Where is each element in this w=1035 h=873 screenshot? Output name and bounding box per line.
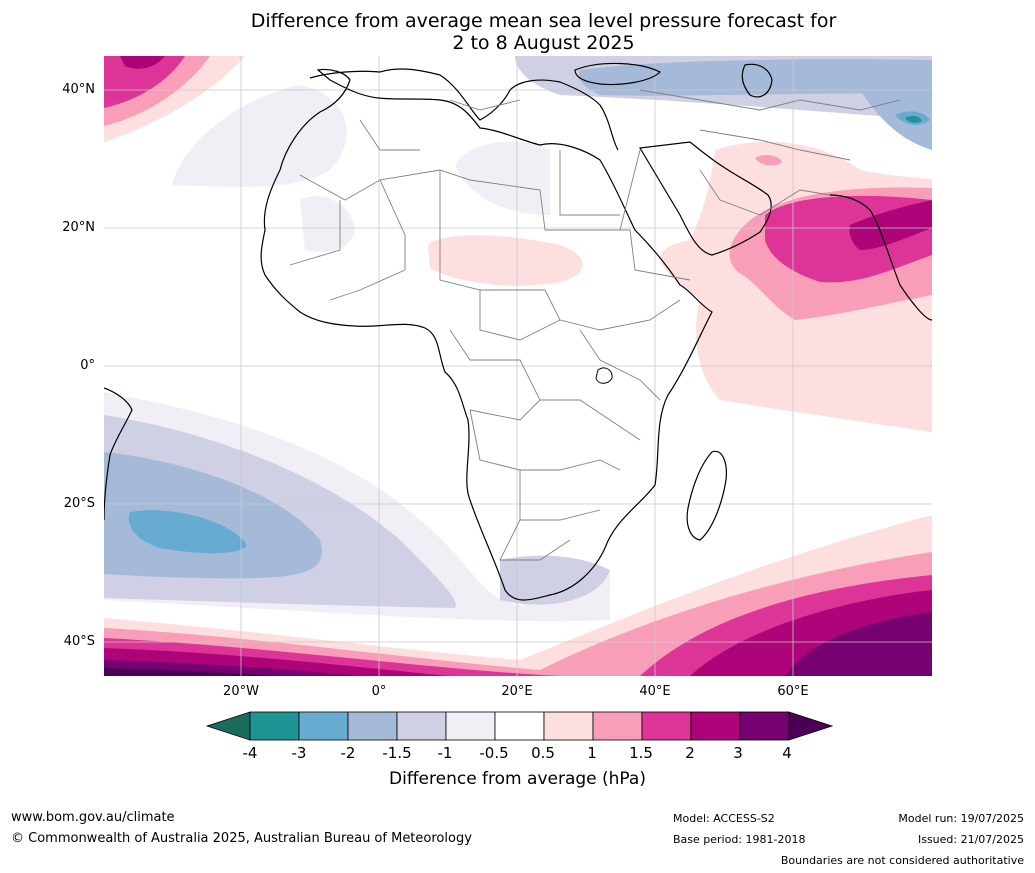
- colorbar-tick: -0.5: [479, 744, 509, 762]
- anomaly-sahel-pos: [428, 235, 583, 286]
- map-plot-area: [104, 56, 932, 676]
- anomaly-southafrica-neg0.5: [500, 555, 610, 605]
- lake-victoria: [595, 367, 613, 384]
- colorbar-tick: -1.5: [382, 744, 412, 762]
- colorbar-extend-high: [788, 711, 834, 741]
- colorbar-tick: 2: [685, 744, 695, 762]
- arabia-coastline: [639, 141, 772, 256]
- anomaly-west-sahara-neg: [300, 196, 355, 252]
- map-title: Difference from average mean sea level p…: [0, 10, 1035, 54]
- south-america-coastline: [104, 387, 133, 521]
- anomaly-central-asia-neg3: [905, 115, 922, 123]
- lat-label-20s: 20°S: [63, 496, 95, 511]
- colorbar-tick: 1.5: [629, 744, 653, 762]
- lat-label-0: 0°: [80, 358, 95, 373]
- footer-model-run: Model run: 19/07/2025: [898, 812, 1024, 825]
- colorbar-segment: [494, 711, 545, 741]
- anomaly-band-south-2: [104, 590, 932, 676]
- black-sea-coastline: [574, 62, 662, 86]
- lon-label-60e: 60°E: [777, 684, 809, 699]
- anomaly-sahara-neg: [172, 85, 347, 187]
- gridlines: [104, 56, 932, 676]
- colorbar-segment: [739, 711, 790, 741]
- anomaly-band-south-3: [104, 612, 932, 676]
- lon-label-20e: 20°E: [501, 684, 533, 699]
- footer-issued: Issued: 21/07/2025: [917, 833, 1024, 846]
- colorbar-segment: [298, 711, 349, 741]
- colorbar-tick: -1: [437, 744, 453, 762]
- lon-label-20w: 20°W: [223, 684, 259, 699]
- coastlines: [104, 62, 932, 601]
- lon-label-40e: 40°E: [639, 684, 671, 699]
- anomaly-central-asia-neg: [860, 85, 932, 150]
- lat-label-20n: 20°N: [62, 220, 95, 235]
- anomaly-libya-neg: [455, 141, 550, 215]
- caspian-coastline: [741, 63, 773, 98]
- colorbar-tick: 0.5: [531, 744, 555, 762]
- india-coastline: [829, 194, 932, 321]
- footer-model: Model: ACCESS-S2: [673, 812, 775, 825]
- lat-label-40n: 40°N: [62, 82, 95, 97]
- anomaly-band-south-4: [104, 668, 280, 676]
- colorbar-tick: 3: [733, 744, 743, 762]
- lat-label-40s: 40°S: [63, 634, 95, 649]
- colorbar-title: Difference from average (hPa): [389, 769, 646, 789]
- anomaly-north-atlantic-pos1.5: [104, 56, 185, 108]
- colorbar-segment: [249, 711, 300, 741]
- colorbar-segment: [347, 711, 398, 741]
- footer-website: www.bom.gov.au/climate: [11, 810, 175, 825]
- footer-copyright: © Commonwealth of Australia 2025, Austra…: [11, 831, 472, 846]
- anomaly-north-atlantic-pos2: [120, 56, 165, 69]
- lon-label-0: 0°: [371, 684, 387, 699]
- madagascar-coastline: [686, 450, 727, 541]
- europe-coastline: [309, 68, 619, 151]
- colorbar-segment: [690, 711, 741, 741]
- footer-disclaimer: Boundaries are not considered authoritat…: [780, 854, 1024, 867]
- footer-base-period: Base period: 1981-2018: [673, 833, 806, 846]
- colorbar-tick: -2: [340, 744, 356, 762]
- anomaly-south-atlantic-neg2: [128, 510, 247, 554]
- anomaly-mediterranean-neg1.5: [578, 59, 932, 96]
- colorbar-extend-low: [205, 711, 251, 741]
- anomaly-arabia-pos1: [755, 155, 782, 166]
- colorbar-tick: -3: [291, 744, 307, 762]
- colorbar-tick: -4: [242, 744, 258, 762]
- anomaly-indian-ocean-pos2: [849, 200, 932, 250]
- africa-coastline: [260, 68, 713, 601]
- colorbar-tick: 4: [782, 744, 792, 762]
- colorbar: [205, 711, 834, 741]
- colorbar-segment: [641, 711, 692, 741]
- colorbar-tick: 1: [587, 744, 597, 762]
- colorbar-segment: [592, 711, 643, 741]
- colorbar-segment: [396, 711, 447, 741]
- title-line-1: Difference from average mean sea level p…: [250, 10, 837, 32]
- country-borders: [289, 89, 901, 561]
- title-line-2: 2 to 8 August 2025: [452, 32, 635, 54]
- colorbar-segment: [543, 711, 594, 741]
- colorbar-segment: [445, 711, 496, 741]
